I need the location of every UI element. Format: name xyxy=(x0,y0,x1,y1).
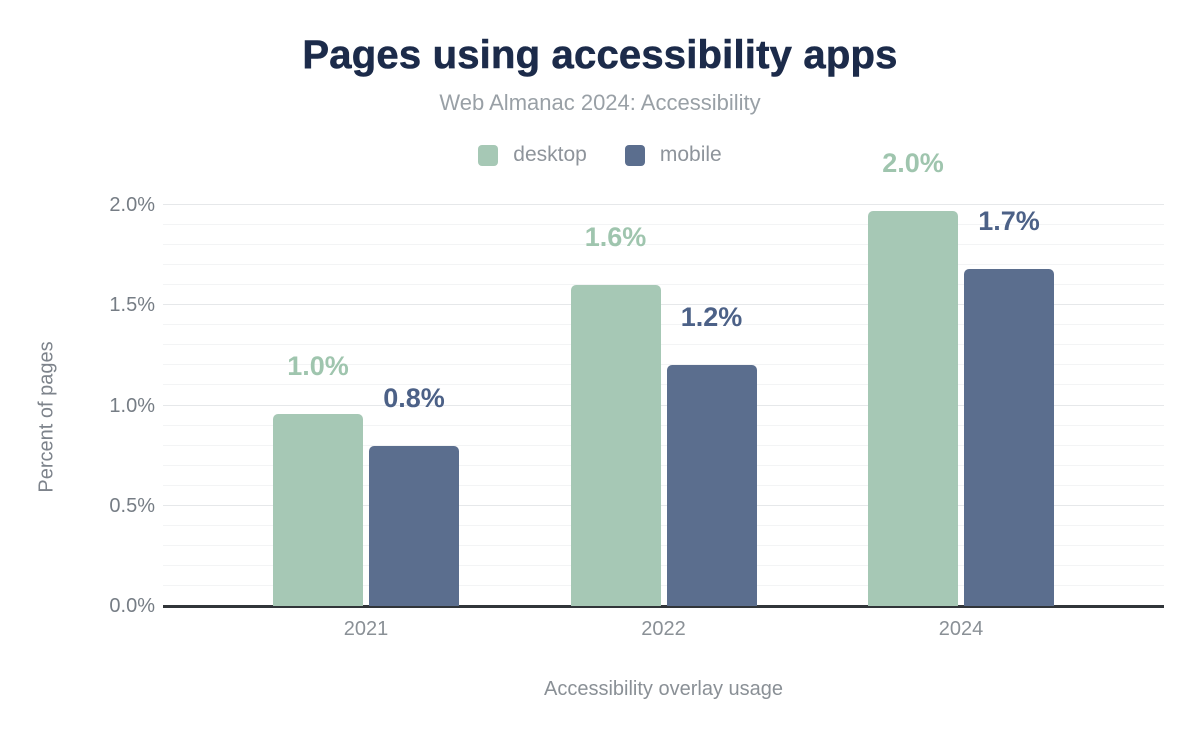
minor-gridline xyxy=(163,564,1164,566)
minor-gridline xyxy=(163,344,1164,346)
y-tick-1.0%: 1.0% xyxy=(109,394,155,417)
major-gridline xyxy=(163,204,1164,205)
minor-gridline xyxy=(163,484,1164,486)
bar-label-desktop-2024: 2.0% xyxy=(882,148,944,179)
bar-label-desktop-2021: 1.0% xyxy=(287,350,349,381)
chart-title: Pages using accessibility apps xyxy=(302,33,898,78)
minor-gridline xyxy=(163,384,1164,386)
legend: desktop mobile xyxy=(0,143,1200,167)
major-gridline xyxy=(163,404,1164,406)
minor-gridline xyxy=(163,324,1164,326)
bar-desktop-2022[interactable] xyxy=(570,285,661,606)
bar-label-mobile-2022: 1.2% xyxy=(680,302,743,333)
bar-label-mobile-2024: 1.7% xyxy=(978,206,1040,237)
legend-label-mobile: mobile xyxy=(659,143,722,166)
bar-desktop-2024[interactable] xyxy=(868,211,958,606)
bar-mobile-2021[interactable] xyxy=(369,445,459,606)
legend-item-mobile[interactable]: mobile xyxy=(624,143,722,167)
minor-gridline xyxy=(163,364,1164,366)
major-gridline xyxy=(163,304,1164,306)
minor-gridline xyxy=(163,464,1164,466)
minor-gridline xyxy=(163,224,1164,226)
bar-label-mobile-2021: 0.8% xyxy=(383,382,445,413)
bar-mobile-2022[interactable] xyxy=(666,365,757,606)
legend-item-desktop[interactable]: desktop xyxy=(478,143,587,167)
minor-gridline xyxy=(163,524,1164,526)
y-tick-2.0%: 2.0% xyxy=(109,194,155,216)
minor-gridline xyxy=(163,284,1164,286)
y-tick-1.5%: 1.5% xyxy=(109,294,155,317)
bar-label-desktop-2022: 1.6% xyxy=(584,222,647,253)
legend-label-desktop: desktop xyxy=(513,143,587,166)
minor-gridline xyxy=(163,264,1164,266)
mobile-swatch-icon xyxy=(624,144,645,166)
x-tick-2021: 2021 xyxy=(343,618,389,640)
y-tick-0.0%: 0.0% xyxy=(109,595,155,617)
desktop-swatch-icon xyxy=(478,144,499,166)
major-gridline xyxy=(163,504,1164,506)
y-tick-0.5%: 0.5% xyxy=(109,494,155,517)
minor-gridline xyxy=(163,444,1164,446)
minor-gridline xyxy=(163,584,1164,586)
minor-gridline xyxy=(163,544,1164,546)
x-tick-2024: 2024 xyxy=(938,618,984,640)
bar-desktop-2021[interactable] xyxy=(273,413,363,606)
chart-subtitle: Web Almanac 2024: Accessibility xyxy=(439,90,761,115)
x-tick-2022: 2022 xyxy=(641,618,686,640)
bar-mobile-2024[interactable] xyxy=(964,269,1054,606)
plot-area: 1.0% 1.6% 2.0% 0.8% 1.2% 1.7% 2021 2022 2024 xyxy=(163,149,1164,640)
x-axis-title: Accessibility overlay usage xyxy=(544,678,783,700)
x-axis-line xyxy=(163,605,1164,608)
minor-gridline xyxy=(163,424,1164,426)
minor-gridline xyxy=(163,244,1164,246)
